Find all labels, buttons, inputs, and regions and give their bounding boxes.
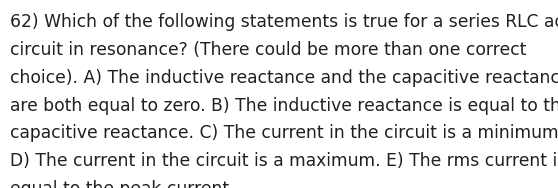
Text: are both equal to zero. B) The inductive reactance is equal to the: are both equal to zero. B) The inductive… (10, 97, 558, 115)
Text: capacitive reactance. C) The current in the circuit is a minimum.: capacitive reactance. C) The current in … (10, 124, 558, 143)
Text: D) The current in the circuit is a maximum. E) The rms current is: D) The current in the circuit is a maxim… (10, 152, 558, 170)
Text: 62) Which of the following statements is true for a series RLC ac: 62) Which of the following statements is… (10, 13, 558, 31)
Text: circuit in resonance? (There could be more than one correct: circuit in resonance? (There could be mo… (10, 41, 526, 59)
Text: equal to the peak current.: equal to the peak current. (10, 180, 235, 188)
Text: choice). A) The inductive reactance and the capacitive reactance: choice). A) The inductive reactance and … (10, 69, 558, 87)
